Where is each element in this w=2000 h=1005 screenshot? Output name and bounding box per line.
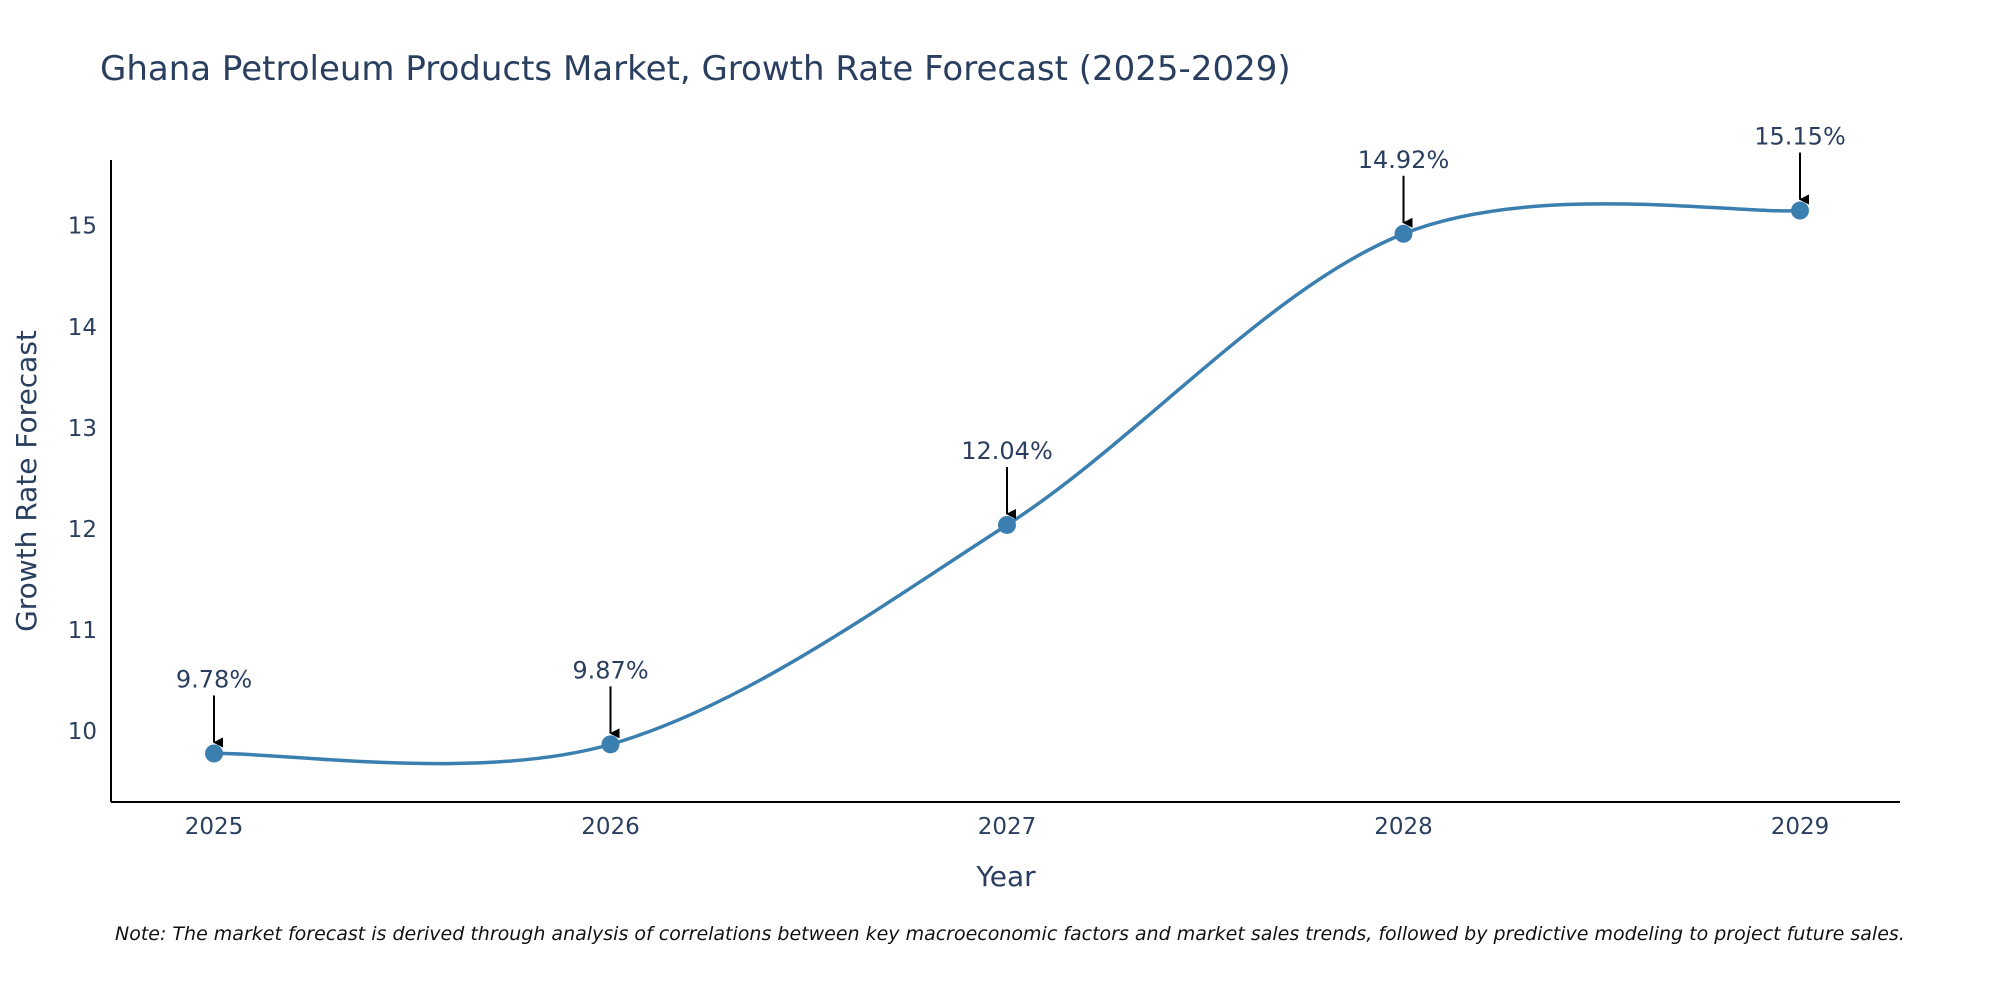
data-points bbox=[205, 201, 1809, 763]
y-tick-label: 12 bbox=[68, 517, 97, 543]
x-tick-label: 2029 bbox=[1771, 814, 1830, 840]
y-tick-label: 13 bbox=[68, 416, 97, 442]
x-tick-label: 2025 bbox=[185, 814, 244, 840]
y-tick-label: 15 bbox=[68, 214, 97, 240]
y-tick-labels: 10 11 12 13 14 15 bbox=[68, 214, 97, 746]
y-tick-label: 10 bbox=[68, 719, 97, 745]
x-tick-label: 2028 bbox=[1374, 814, 1433, 840]
chart-title: Ghana Petroleum Products Market, Growth … bbox=[100, 49, 1291, 89]
data-point bbox=[998, 515, 1016, 534]
y-axis-title: Growth Rate Forecast bbox=[10, 330, 43, 632]
chart-note: Note: The market forecast is derived thr… bbox=[115, 923, 1905, 945]
data-point bbox=[1791, 201, 1809, 220]
data-point bbox=[601, 735, 620, 754]
data-point bbox=[205, 744, 223, 763]
data-label: 9.87% bbox=[572, 656, 648, 684]
data-label: 9.78% bbox=[176, 665, 252, 693]
data-annotations: 9.78% 9.87% 12.04% 14.92% 15.15% bbox=[176, 123, 1846, 748]
y-tick-label: 14 bbox=[68, 315, 97, 341]
data-label: 14.92% bbox=[1358, 146, 1450, 174]
x-tick-labels: 2025 2026 2027 2028 2029 bbox=[185, 814, 1830, 840]
data-label: 15.15% bbox=[1754, 123, 1846, 151]
y-tick-label: 11 bbox=[68, 618, 97, 644]
x-axis-title: Year bbox=[975, 860, 1036, 893]
x-tick-label: 2027 bbox=[978, 814, 1037, 840]
data-point bbox=[1394, 224, 1413, 243]
data-label: 12.04% bbox=[961, 437, 1053, 465]
x-tick-label: 2026 bbox=[581, 814, 640, 840]
